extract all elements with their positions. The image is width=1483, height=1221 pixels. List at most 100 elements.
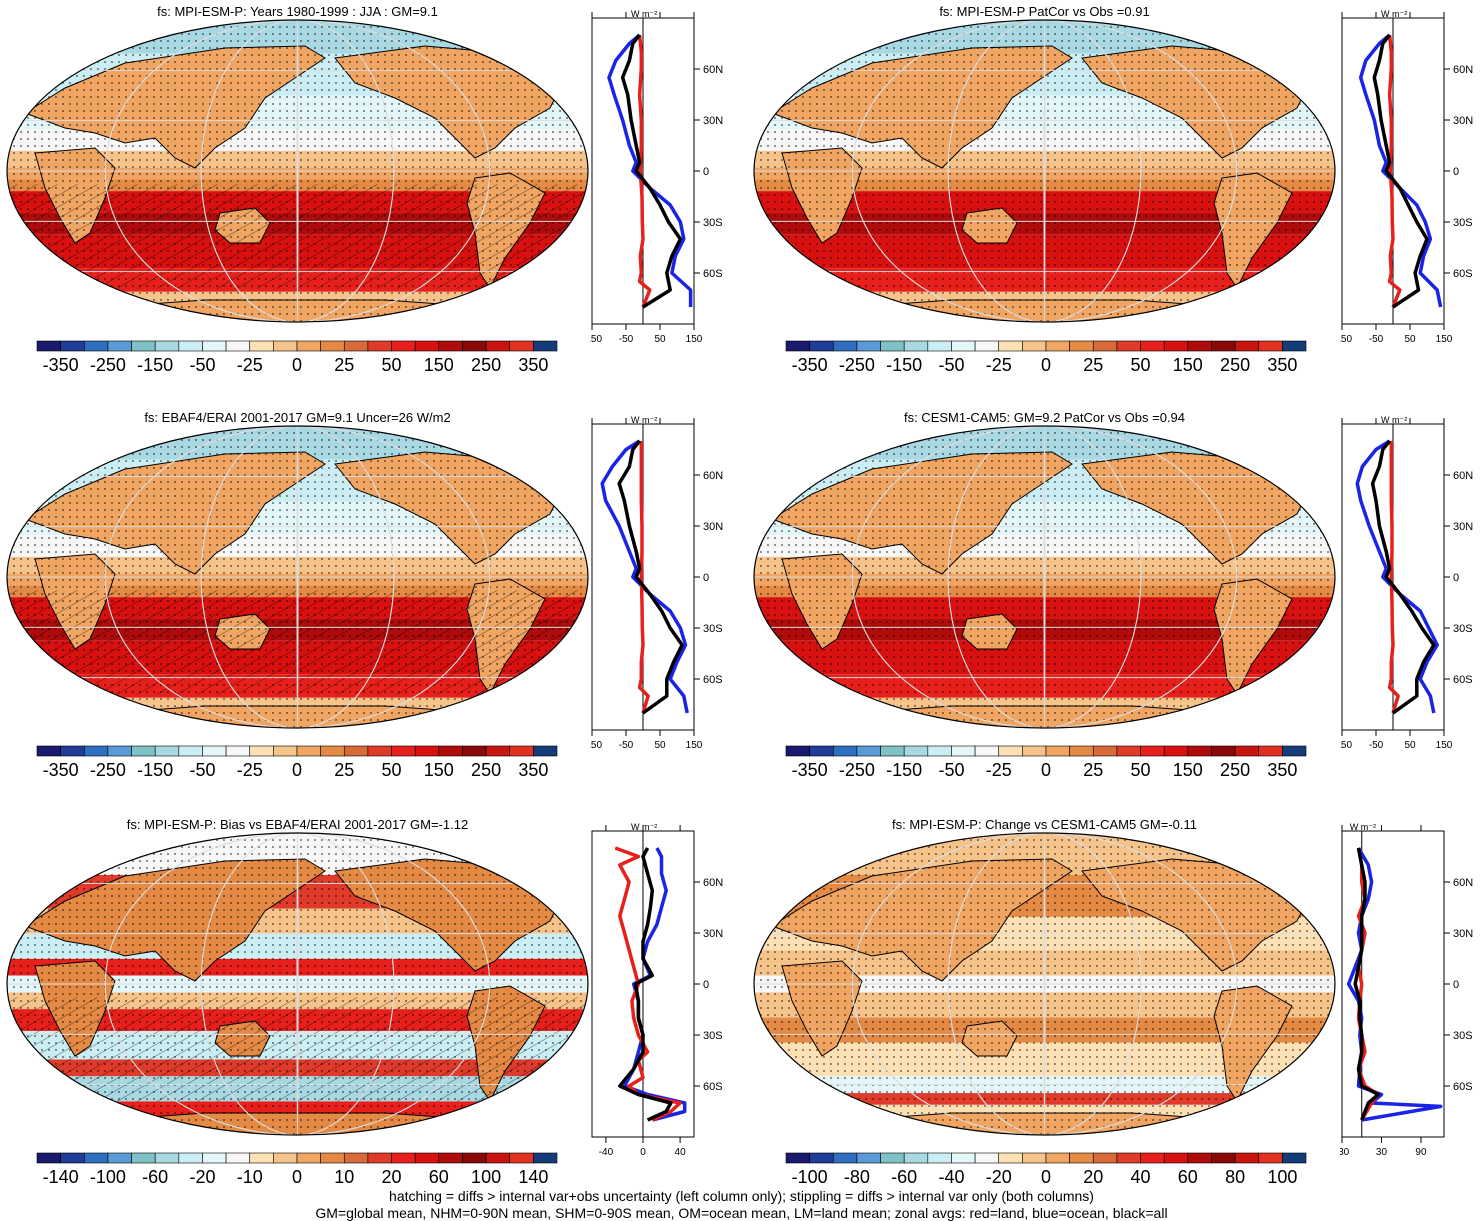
colorbar-swatch xyxy=(438,1152,463,1164)
colorbar-label: -100 xyxy=(89,1167,126,1187)
zonal-lat-tick-label: 60S xyxy=(703,674,723,686)
colorbar-label: -100 xyxy=(791,1167,828,1187)
colorbar xyxy=(36,1152,558,1164)
colorbar-swatch xyxy=(249,340,274,352)
colorbar-label: -10 xyxy=(236,1167,263,1187)
zonal-ocean-line xyxy=(607,33,693,307)
map-title: fs: CESM1-CAM5: GM=9.2 PatCor vs Obs =0.… xyxy=(903,410,1186,425)
zonal-lat-tick-label: 0 xyxy=(1453,572,1459,584)
colorbar-swatch xyxy=(107,340,132,352)
colorbar-label: -250 xyxy=(838,760,875,780)
zonal-x-tick-label: -50 xyxy=(619,740,634,751)
colorbar-label: -50 xyxy=(938,355,965,375)
zonal-lat-tick-label: 0 xyxy=(703,979,709,991)
colorbar-label: 60 xyxy=(428,1167,449,1187)
zonal-x-tick-label: -50 xyxy=(1369,740,1384,751)
colorbar-swatch xyxy=(533,745,558,757)
zonal-lat-tick-label: 30S xyxy=(1453,217,1473,229)
colorbar-swatch xyxy=(296,340,321,352)
world-map xyxy=(753,832,1336,1136)
colorbar-label: -60 xyxy=(891,1167,918,1187)
zonal-mean-plot: W m⁻² -40 0 40 60N 30N 0 30S 60S xyxy=(591,822,723,1158)
colorbar-swatch xyxy=(36,745,61,757)
zonal-lat-tick-label: 60N xyxy=(1453,64,1473,76)
colorbar-label: 25 xyxy=(1083,760,1104,780)
zonal-lat-tick-label: 0 xyxy=(1453,979,1459,991)
colorbar-swatch xyxy=(1022,340,1047,352)
colorbar-swatch xyxy=(880,340,905,352)
colorbar-label: -150 xyxy=(886,355,923,375)
zonal-lat-tick-label: 60S xyxy=(1453,674,1473,686)
colorbar-swatch xyxy=(1234,1152,1260,1164)
colorbar-swatch xyxy=(367,1152,392,1164)
colorbar-label: 25 xyxy=(334,355,355,375)
zonal-lat-tick-label: 30N xyxy=(703,115,723,127)
zonal-lat-tick-label: 30N xyxy=(1453,115,1473,127)
colorbar-swatch xyxy=(343,1152,369,1164)
colorbar-swatch xyxy=(1187,340,1212,352)
colorbar-label: 350 xyxy=(1267,760,1298,780)
zonal-x-tick-label: -30 xyxy=(1340,1147,1350,1158)
colorbar-swatch xyxy=(533,1152,558,1164)
colorbar xyxy=(785,745,1307,757)
zonal-x-tick-label: 0 xyxy=(640,1147,646,1158)
colorbar-label: 10 xyxy=(334,1167,355,1187)
colorbar-label: 25 xyxy=(334,760,355,780)
colorbar-swatch xyxy=(856,745,881,757)
colorbar-label: -150 xyxy=(886,760,923,780)
colorbar-label: -150 xyxy=(137,760,174,780)
zonal-x-tick-label: -150 xyxy=(590,334,602,345)
colorbar-swatch xyxy=(1258,745,1283,757)
colorbar-swatch xyxy=(107,745,132,757)
colorbar-swatch xyxy=(273,340,298,352)
colorbar-swatch xyxy=(225,745,251,757)
zonal-ocean-line xyxy=(622,847,687,1122)
colorbar xyxy=(36,340,558,352)
colorbar-swatch xyxy=(1140,745,1165,757)
colorbar-swatch xyxy=(36,1152,61,1164)
colorbar-label: 0 xyxy=(291,355,303,375)
colorbar-label: 250 xyxy=(471,760,502,780)
footnote-legend: GM=global mean, NHM=0-90N mean, SHM=0-90… xyxy=(315,1205,1168,1221)
colorbar-swatch xyxy=(1163,745,1189,757)
zonal-mean-plot: W m⁻² -150 -50 50 150 60N 30N 0 30S 60S xyxy=(590,9,723,345)
colorbar-swatch xyxy=(1116,340,1141,352)
colorbar-swatch xyxy=(60,340,85,352)
colorbar-swatch xyxy=(951,340,976,352)
colorbar-label: 100 xyxy=(471,1167,502,1187)
zonal-all-line xyxy=(1372,33,1429,309)
colorbar-swatch xyxy=(202,1152,227,1164)
footnote-hatching: hatching = diffs > internal var+obs unce… xyxy=(389,1188,1094,1204)
colorbar-swatch xyxy=(509,340,534,352)
colorbar-swatch xyxy=(1045,1152,1070,1164)
colorbar-swatch xyxy=(202,745,227,757)
colorbar-label: 150 xyxy=(423,355,454,375)
colorbar-swatch xyxy=(367,745,392,757)
colorbar-swatch xyxy=(927,1152,952,1164)
colorbar-label: -350 xyxy=(42,760,79,780)
colorbar-swatch xyxy=(1069,340,1094,352)
zonal-all-line xyxy=(1370,439,1436,715)
colorbar-swatch xyxy=(880,745,905,757)
colorbar-swatch xyxy=(131,745,156,757)
colorbar-swatch xyxy=(809,745,834,757)
colorbar-swatch xyxy=(249,1152,274,1164)
colorbar-label: 150 xyxy=(1172,760,1203,780)
colorbar-swatch xyxy=(1211,1152,1236,1164)
colorbar-swatch xyxy=(391,1152,416,1164)
colorbar-swatch xyxy=(1069,1152,1094,1164)
colorbar-label: -250 xyxy=(89,760,126,780)
colorbar-swatch xyxy=(785,745,810,757)
colorbar-swatch xyxy=(296,1152,321,1164)
zonal-land-line xyxy=(1387,441,1400,714)
zonal-x-tick-label: 150 xyxy=(686,740,703,751)
zonal-lat-tick-label: 60S xyxy=(703,268,723,280)
colorbar-swatch xyxy=(202,340,227,352)
colorbar-swatch xyxy=(414,1152,440,1164)
zonal-x-tick-label: -40 xyxy=(599,1147,614,1158)
colorbar-swatch xyxy=(154,1152,180,1164)
colorbar-swatch xyxy=(462,1152,487,1164)
colorbar-swatch xyxy=(320,340,345,352)
colorbar-label: 250 xyxy=(471,355,502,375)
zonal-lat-tick-label: 0 xyxy=(1453,166,1459,178)
